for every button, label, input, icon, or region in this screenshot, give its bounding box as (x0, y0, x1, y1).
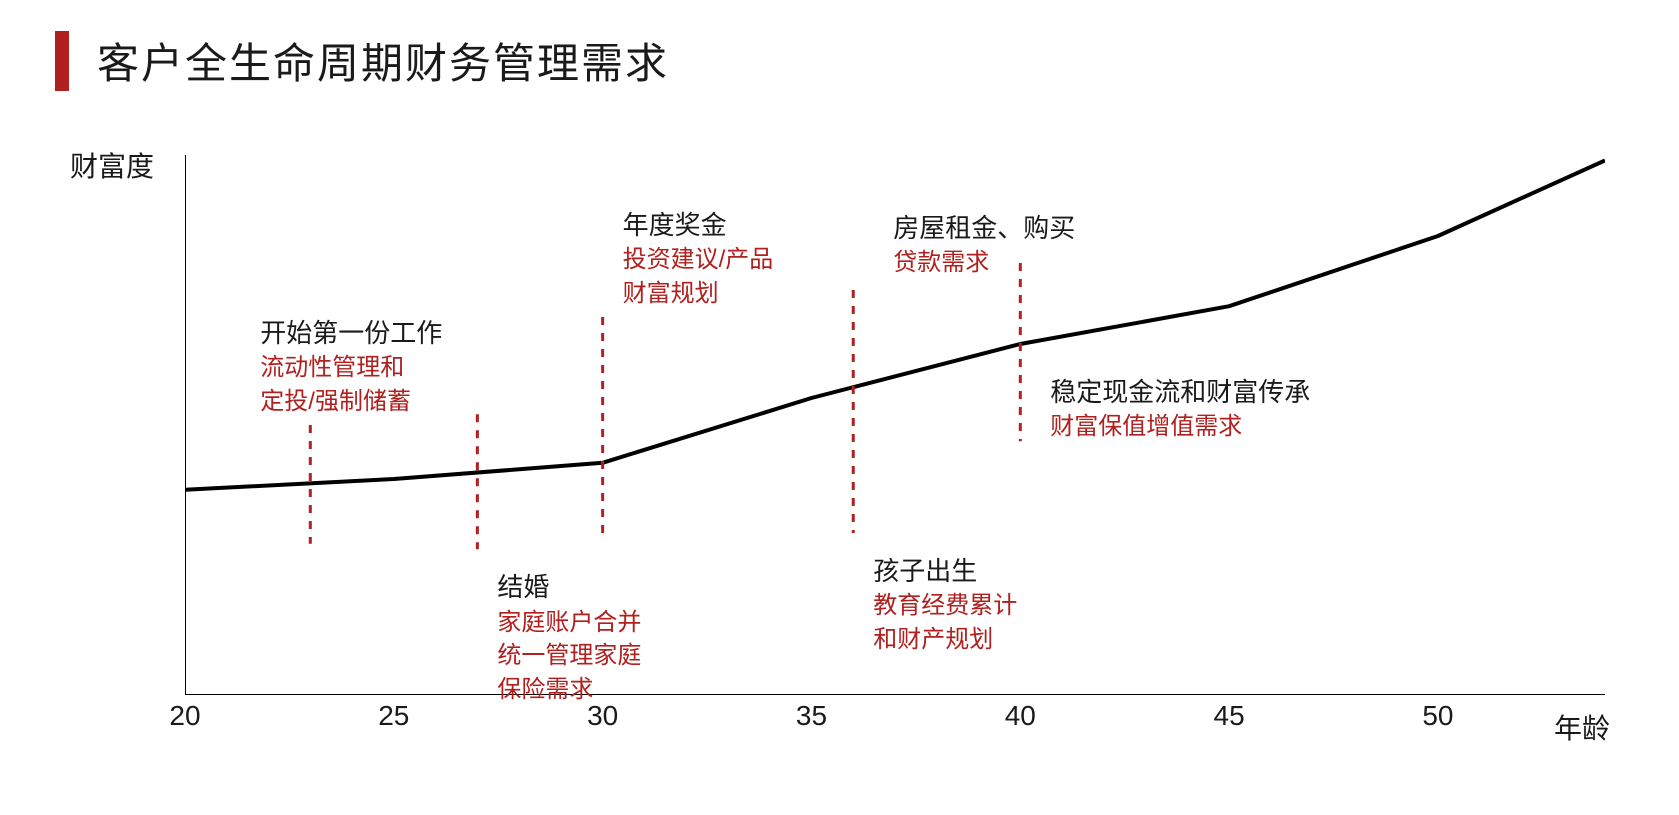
event-subtitle: 统一管理家庭 (497, 639, 641, 673)
x-tick: 45 (1214, 700, 1245, 732)
event-annotation: 孩子出生教育经费累计和财产规划 (873, 553, 1017, 657)
event-title: 结婚 (497, 569, 641, 605)
event-subtitle: 家庭账户合并 (497, 606, 641, 640)
plot-area: 开始第一份工作流动性管理和定投/强制储蓄结婚家庭账户合并统一管理家庭保险需求年度… (185, 155, 1605, 695)
event-subtitle: 保险需求 (497, 673, 641, 707)
event-subtitle: 财富保值增值需求 (1050, 410, 1310, 444)
event-title: 开始第一份工作 (260, 315, 442, 351)
event-title: 稳定现金流和财富传承 (1050, 374, 1310, 410)
x-tick: 40 (1005, 700, 1036, 732)
event-subtitle: 定投/强制储蓄 (260, 385, 442, 419)
x-tick: 30 (587, 700, 618, 732)
title-accent-bar (55, 31, 69, 91)
y-axis-label: 财富度 (70, 145, 154, 185)
page-title-block: 客户全生命周期财务管理需求 (55, 30, 669, 91)
event-annotation: 年度奖金投资建议/产品财富规划 (623, 207, 774, 311)
x-tick: 25 (378, 700, 409, 732)
page-title: 客户全生命周期财务管理需求 (97, 30, 669, 91)
event-subtitle: 和财产规划 (873, 623, 1017, 657)
event-subtitle: 贷款需求 (893, 246, 1075, 280)
event-title: 孩子出生 (873, 553, 1017, 589)
event-title: 房屋租金、购买 (893, 210, 1075, 246)
event-annotation: 结婚家庭账户合并统一管理家庭保险需求 (497, 569, 641, 706)
event-title: 年度奖金 (623, 207, 774, 243)
x-tick: 50 (1422, 700, 1453, 732)
event-subtitle: 流动性管理和 (260, 351, 442, 385)
x-tick: 35 (796, 700, 827, 732)
event-annotation: 开始第一份工作流动性管理和定投/强制储蓄 (260, 315, 442, 419)
chart-container: 财富度 开始第一份工作流动性管理和定投/强制储蓄结婚家庭账户合并统一管理家庭保险… (60, 145, 1620, 765)
x-tick: 20 (169, 700, 200, 732)
event-subtitle: 投资建议/产品 (623, 243, 774, 277)
x-axis-label: 年龄 (1554, 707, 1610, 747)
event-annotation: 稳定现金流和财富传承财富保值增值需求 (1050, 374, 1310, 444)
event-annotation: 房屋租金、购买贷款需求 (893, 210, 1075, 280)
event-subtitle: 教育经费累计 (873, 589, 1017, 623)
event-subtitle: 财富规划 (623, 277, 774, 311)
